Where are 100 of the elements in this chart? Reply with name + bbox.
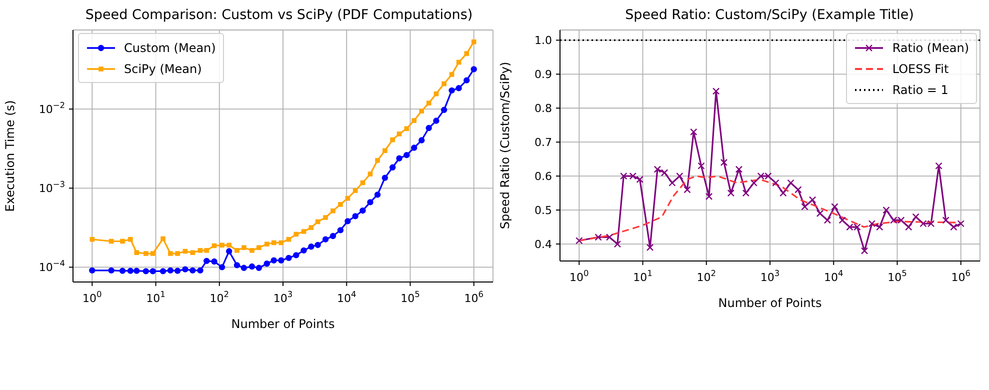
y-tick-label: 0.5 — [534, 204, 552, 218]
point — [787, 179, 794, 186]
point — [433, 118, 440, 124]
x-tick-label: 10$^{0}$ — [82, 289, 102, 305]
point — [912, 213, 920, 220]
point — [449, 72, 454, 77]
point — [256, 245, 262, 250]
x-tick-label: 10$^{6}$ — [464, 289, 484, 305]
point — [360, 207, 366, 214]
point — [368, 172, 373, 176]
point — [905, 223, 912, 231]
point — [720, 158, 728, 166]
point — [470, 66, 477, 72]
chart-title: Speed Ratio: Custom/SciPy (Example Title) — [624, 7, 915, 23]
point — [256, 264, 262, 271]
point — [198, 248, 203, 253]
point — [323, 215, 328, 220]
x-axis-title: Number of Points — [718, 296, 822, 310]
point — [286, 236, 292, 242]
point — [211, 258, 218, 265]
point — [396, 132, 402, 136]
point — [808, 196, 816, 204]
x-axis-title: Number of Points — [231, 317, 335, 331]
point — [167, 267, 174, 274]
point — [300, 247, 307, 254]
point — [735, 166, 743, 173]
legend-label: LOESS Fit — [892, 62, 949, 76]
point — [338, 202, 343, 207]
x-tick-label: 10$^{4}$ — [824, 268, 844, 284]
point — [242, 245, 246, 250]
point — [374, 192, 381, 198]
point — [442, 81, 446, 86]
point — [684, 186, 691, 194]
point — [426, 124, 432, 132]
point — [935, 162, 942, 170]
point — [330, 232, 336, 240]
point — [226, 248, 232, 254]
point — [330, 208, 336, 214]
point — [234, 248, 240, 253]
point — [218, 264, 226, 270]
point — [250, 248, 254, 253]
point — [794, 186, 802, 194]
point — [182, 266, 188, 272]
y-tick-label: 10$^{−3}$ — [38, 179, 65, 196]
point — [337, 227, 344, 234]
y-tick-label: 0.6 — [534, 170, 552, 184]
x-tick-label: 10$^{3}$ — [760, 268, 780, 284]
point — [780, 189, 787, 197]
point — [264, 260, 270, 267]
point — [264, 242, 270, 246]
point — [390, 137, 395, 142]
x-tick-label: 10$^{2}$ — [210, 289, 230, 305]
point — [418, 137, 425, 144]
point — [727, 189, 735, 197]
y-tick-label: 0.7 — [534, 136, 552, 150]
point — [322, 236, 329, 242]
point — [352, 213, 358, 220]
chart-title: Speed Comparison: Custom vs SciPy (PDF Computations) — [84, 7, 474, 23]
x-tick-label: 10$^{5}$ — [400, 289, 420, 305]
point — [676, 172, 684, 180]
y-tick-label: 0.4 — [534, 238, 552, 252]
point — [204, 258, 210, 264]
point — [396, 155, 402, 162]
legend-label: Ratio = 1 — [892, 82, 948, 96]
x-tick-label: 10$^{1}$ — [633, 268, 652, 284]
point — [220, 242, 224, 248]
point — [190, 267, 196, 274]
x-tick-label: 10$^{1}$ — [146, 289, 166, 305]
point — [270, 257, 277, 264]
x-tick-label: 10$^{0}$ — [570, 268, 589, 284]
point — [286, 254, 292, 262]
point — [204, 248, 210, 253]
point — [838, 216, 846, 224]
y-axis-title: Speed Ratio (Custom/SciPy) — [498, 62, 512, 230]
point — [404, 126, 410, 132]
y-axis-title: Execution Time (s) — [3, 100, 17, 212]
legend-label: SciPy (Mean) — [124, 62, 202, 76]
point — [382, 174, 388, 181]
point — [860, 247, 868, 254]
point — [464, 77, 470, 84]
point — [226, 242, 232, 248]
point — [412, 118, 416, 123]
point — [816, 210, 824, 218]
point — [942, 216, 950, 224]
point — [440, 106, 448, 114]
point — [174, 268, 181, 274]
point — [882, 206, 890, 214]
point — [646, 244, 654, 252]
point — [698, 162, 705, 170]
point — [314, 242, 321, 248]
point — [660, 169, 668, 176]
point — [197, 267, 204, 274]
point — [419, 108, 424, 114]
point — [824, 216, 832, 224]
point — [448, 87, 455, 94]
point — [654, 166, 662, 173]
x-tick-label: 10$^{2}$ — [696, 268, 716, 284]
point — [168, 251, 173, 256]
point — [750, 179, 758, 186]
point — [190, 250, 196, 256]
